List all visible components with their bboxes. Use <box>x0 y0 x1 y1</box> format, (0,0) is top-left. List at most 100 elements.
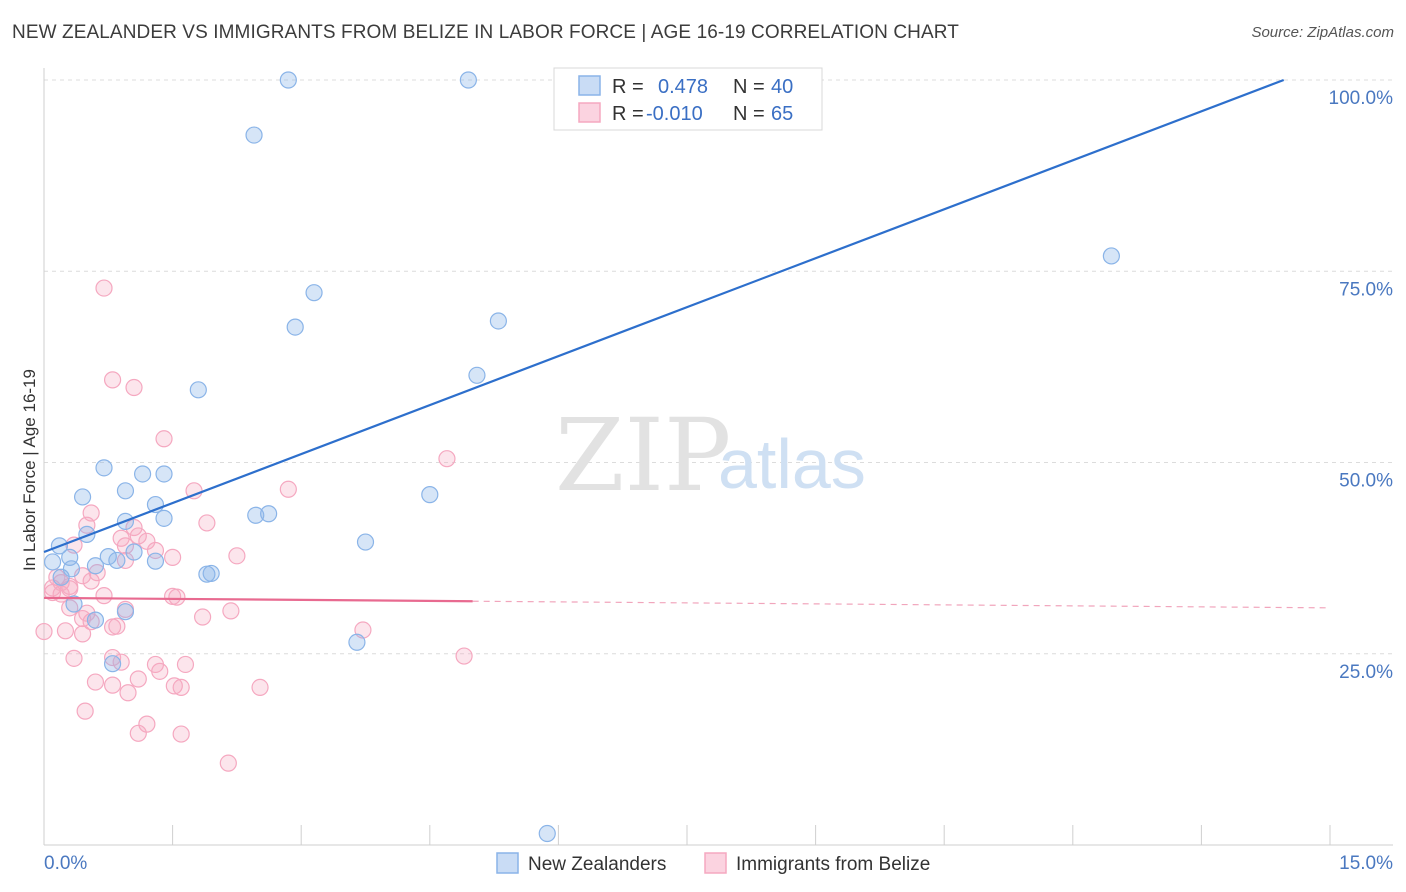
belize-point <box>228 547 246 565</box>
series-legend-label-belize: Immigrants from Belize <box>736 854 930 875</box>
nz-point <box>103 655 122 673</box>
nz-point <box>52 568 70 586</box>
belize-point <box>119 684 137 702</box>
belize-point <box>35 622 53 641</box>
nz-point <box>260 505 278 523</box>
belize-point <box>95 587 113 605</box>
nz-point <box>459 71 477 89</box>
chart-title: NEW ZEALANDER VS IMMIGRANTS FROM BELIZE … <box>12 22 959 43</box>
gridlines <box>44 79 1393 655</box>
y-tick-labels: 25.0% 50.0% 75.0% 100.0% <box>1329 88 1394 683</box>
y-tick-label: 100.0% <box>1329 88 1394 109</box>
belize-point <box>103 676 122 694</box>
series-legend: New Zealanders Immigrants from Belize <box>496 852 930 875</box>
belize-point <box>222 602 240 620</box>
belize-point <box>279 480 297 498</box>
watermark-zip: ZIP <box>555 397 731 514</box>
belize-point <box>125 378 143 397</box>
belize-trend-line-extension <box>472 600 1331 609</box>
belize-point <box>164 548 182 566</box>
nz-point <box>538 824 556 843</box>
series-legend-swatch-nz <box>496 852 519 874</box>
nz-point <box>133 465 152 483</box>
legend-n-label-belize: N = <box>733 103 765 125</box>
nz-point <box>245 126 263 144</box>
nz-point <box>73 488 92 506</box>
nz-point <box>247 506 265 524</box>
belize-point <box>108 617 126 635</box>
x-tick-max: 15.0% <box>1339 853 1393 874</box>
belize-point <box>86 673 105 691</box>
nz-point <box>202 564 220 583</box>
correlation-legend: R = 0.478 N = 40 R = -0.010 N = 65 <box>553 67 823 131</box>
belize-point <box>138 532 156 550</box>
nz-point <box>78 525 96 544</box>
nz-point <box>468 366 486 384</box>
belize-point <box>176 655 195 674</box>
chart-source: Source: ZipAtlas.com <box>1251 24 1394 41</box>
nz-point <box>95 459 113 477</box>
belize-point <box>129 670 147 688</box>
belize-point <box>168 588 186 606</box>
x-tick-labels: 0.0% 15.0% <box>44 853 1393 874</box>
legend-swatch-belize <box>578 102 601 123</box>
belize-point <box>194 608 212 626</box>
belize-point <box>88 564 106 582</box>
belize-point <box>165 677 183 695</box>
legend-r-value-nz: 0.478 <box>658 76 708 98</box>
watermark: ZIP atlas <box>555 397 866 514</box>
nz-point <box>116 603 135 621</box>
belize-point <box>76 702 94 720</box>
legend-n-value-belize: 65 <box>771 103 793 125</box>
y-tick-label: 25.0% <box>1339 662 1393 683</box>
nz-point <box>279 71 297 89</box>
belize-point <box>155 430 173 448</box>
series-legend-swatch-belize <box>704 852 727 874</box>
belize-point <box>438 450 456 468</box>
data-points <box>35 71 1120 843</box>
nz-trend-line <box>43 78 1285 554</box>
belize-point <box>251 678 269 697</box>
nz-point <box>108 551 126 570</box>
watermark-atlas: atlas <box>718 425 866 503</box>
legend-r-label-belize: R = <box>612 103 644 125</box>
belize-point <box>65 649 83 667</box>
y-tick-label: 50.0% <box>1339 471 1393 492</box>
belize-point <box>61 577 79 596</box>
belize-point <box>116 537 135 555</box>
nz-point <box>305 284 323 302</box>
belize-point <box>151 662 169 680</box>
axes <box>43 68 1393 846</box>
belize-point <box>56 622 75 640</box>
nz-point <box>155 509 173 527</box>
legend-swatch-nz <box>578 75 601 96</box>
nz-point <box>286 318 304 336</box>
belize-point <box>129 527 147 545</box>
legend-r-value-belize: -0.010 <box>646 103 703 125</box>
nz-point <box>125 543 143 561</box>
series-legend-label-nz: New Zealanders <box>528 854 666 875</box>
nz-point <box>116 482 135 500</box>
nz-point <box>155 465 173 483</box>
nz-point <box>65 595 83 613</box>
belize-point <box>129 724 147 742</box>
nz-point <box>421 486 439 504</box>
nz-point <box>489 312 507 330</box>
belize-point <box>198 514 216 532</box>
belize-point <box>125 518 143 537</box>
trend-lines <box>43 78 1331 609</box>
belize-point <box>138 715 156 733</box>
nz-point <box>189 381 207 399</box>
nz-point <box>348 633 366 651</box>
nz-point <box>146 552 165 570</box>
belize-point <box>455 647 473 665</box>
nz-point <box>43 553 62 571</box>
belize-point <box>95 279 113 297</box>
belize-point <box>73 625 92 643</box>
legend-n-value-nz: 40 <box>771 76 793 98</box>
belize-point <box>103 648 122 667</box>
nz-point <box>356 533 375 551</box>
belize-point <box>78 516 96 534</box>
nz-point <box>99 547 117 566</box>
